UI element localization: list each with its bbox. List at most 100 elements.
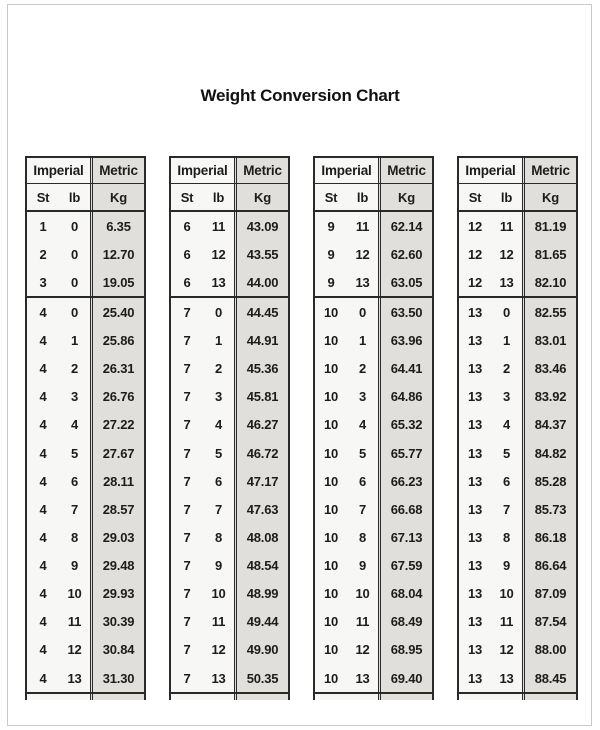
- stone-value: 12: [467, 246, 483, 262]
- pounds-value: 13: [211, 670, 226, 686]
- pounds-value: 0: [214, 304, 223, 320]
- kilograms-value: 48.54: [234, 551, 288, 580]
- kilograms-value: 85.28: [522, 467, 576, 496]
- pounds-value: 8: [214, 529, 223, 545]
- stone-value: 10: [323, 445, 339, 461]
- stone-value: 12: [467, 274, 483, 290]
- pounds-value: 13: [499, 274, 514, 290]
- stone-value: 10: [323, 389, 339, 405]
- kilograms-value: 46.72: [234, 439, 288, 468]
- stone-value: 6: [183, 218, 191, 234]
- kilograms-value: 50.35: [234, 664, 288, 693]
- pounds-value: 9: [502, 558, 511, 574]
- pounds-value: 1: [502, 333, 511, 349]
- stone-value: 2: [39, 246, 47, 262]
- stone-value: 13: [467, 614, 483, 630]
- stone-value: 7: [183, 361, 191, 377]
- pounds-value: 6: [70, 473, 79, 489]
- kilograms-value: 12.70: [90, 240, 144, 269]
- pounds-value: 7: [70, 501, 79, 517]
- table-row: 13 6 85.28: [459, 467, 576, 496]
- kilograms-value: 68.49: [378, 607, 432, 636]
- cutoff-cell: [90, 694, 144, 701]
- table-row: 2 0 12.70: [27, 240, 144, 269]
- stone-value: 9: [327, 218, 335, 234]
- table-row: 7 11 49.44: [171, 607, 288, 636]
- pounds-value: 11: [355, 218, 370, 234]
- table-row: 10 8 67.13: [315, 523, 432, 552]
- table-row: 4 5 27.67: [27, 439, 144, 468]
- stone-value: 4: [39, 473, 47, 489]
- stone-value: 4: [39, 501, 47, 517]
- kilograms-value: 66.23: [378, 467, 432, 496]
- stone-value: 10: [323, 614, 339, 630]
- kilograms-value: 86.18: [522, 523, 576, 552]
- table-row: 7 0 44.45: [171, 296, 288, 327]
- stone-value: 10: [323, 529, 339, 545]
- pounds-value: 8: [70, 529, 79, 545]
- pounds-value: 7: [214, 501, 223, 517]
- kilograms-value: 45.81: [234, 382, 288, 411]
- stone-value: 1: [39, 218, 47, 234]
- table-row: 9 11 62.14: [315, 212, 432, 241]
- table-group-header-row: Imperial Metric: [171, 158, 288, 184]
- pounds-column-header: lb: [500, 189, 513, 205]
- table-row: 4 9 29.48: [27, 551, 144, 580]
- table-row: 4 2 26.31: [27, 354, 144, 383]
- pounds-value: 2: [358, 361, 367, 377]
- stone-value: 4: [39, 361, 47, 377]
- table-row: 10 7 66.68: [315, 495, 432, 524]
- pounds-value: 7: [502, 501, 511, 517]
- conversion-table: Imperial Metric St lb Kg 6 11 43.09 6 12 43.5…: [169, 156, 290, 701]
- table-row: 4 1 25.86: [27, 326, 144, 355]
- table-group-header-row: Imperial Metric: [315, 158, 432, 184]
- cutoff-row: [459, 692, 576, 701]
- table-row: 7 2 45.36: [171, 354, 288, 383]
- pounds-value: 10: [355, 586, 370, 602]
- table-row: 4 4 27.22: [27, 410, 144, 439]
- stone-value: 13: [467, 304, 483, 320]
- kilograms-value: 27.67: [90, 439, 144, 468]
- kilograms-value: 25.40: [90, 298, 144, 327]
- kilograms-value: 85.73: [522, 495, 576, 524]
- kilograms-value: 87.54: [522, 607, 576, 636]
- kilograms-value: 47.17: [234, 467, 288, 496]
- stone-value: 13: [467, 333, 483, 349]
- stone-value: 4: [39, 529, 47, 545]
- kilograms-value: 82.10: [522, 268, 576, 297]
- kilograms-value: 63.50: [378, 298, 432, 327]
- stone-value: 6: [183, 274, 191, 290]
- table-row: 10 11 68.49: [315, 607, 432, 636]
- kilograms-column-header: Kg: [90, 184, 144, 210]
- kilograms-value: 48.08: [234, 523, 288, 552]
- pounds-value: 8: [358, 529, 367, 545]
- kilograms-value: 65.77: [378, 439, 432, 468]
- pounds-value: 6: [214, 473, 223, 489]
- pounds-value: 0: [358, 304, 367, 320]
- stone-value: 6: [183, 246, 191, 262]
- stone-value: 10: [323, 586, 339, 602]
- kilograms-value: 83.92: [522, 382, 576, 411]
- stone-value: 10: [323, 558, 339, 574]
- stone-value: 13: [467, 529, 483, 545]
- table-row: 4 7 28.57: [27, 495, 144, 524]
- pounds-column-header: lb: [212, 189, 225, 205]
- table-row: 4 6 28.11: [27, 467, 144, 496]
- metric-header: Metric: [522, 158, 576, 183]
- pounds-value: 5: [70, 445, 79, 461]
- table-row: 9 13 63.05: [315, 268, 432, 297]
- table-row: 4 8 29.03: [27, 523, 144, 552]
- stone-value: 7: [183, 445, 191, 461]
- stone-value: 4: [39, 445, 47, 461]
- kilograms-column-header: Kg: [234, 184, 288, 210]
- table-row: 7 1 44.91: [171, 326, 288, 355]
- table-row: 10 0 63.50: [315, 296, 432, 327]
- kilograms-value: 28.11: [90, 467, 144, 496]
- table-row: 13 3 83.92: [459, 382, 576, 411]
- pounds-value: 2: [70, 361, 79, 377]
- pounds-value: 12: [355, 642, 370, 658]
- pounds-value: 10: [499, 586, 514, 602]
- kilograms-value: 81.19: [522, 212, 576, 241]
- kilograms-value: 44.91: [234, 326, 288, 355]
- pounds-value: 4: [70, 417, 79, 433]
